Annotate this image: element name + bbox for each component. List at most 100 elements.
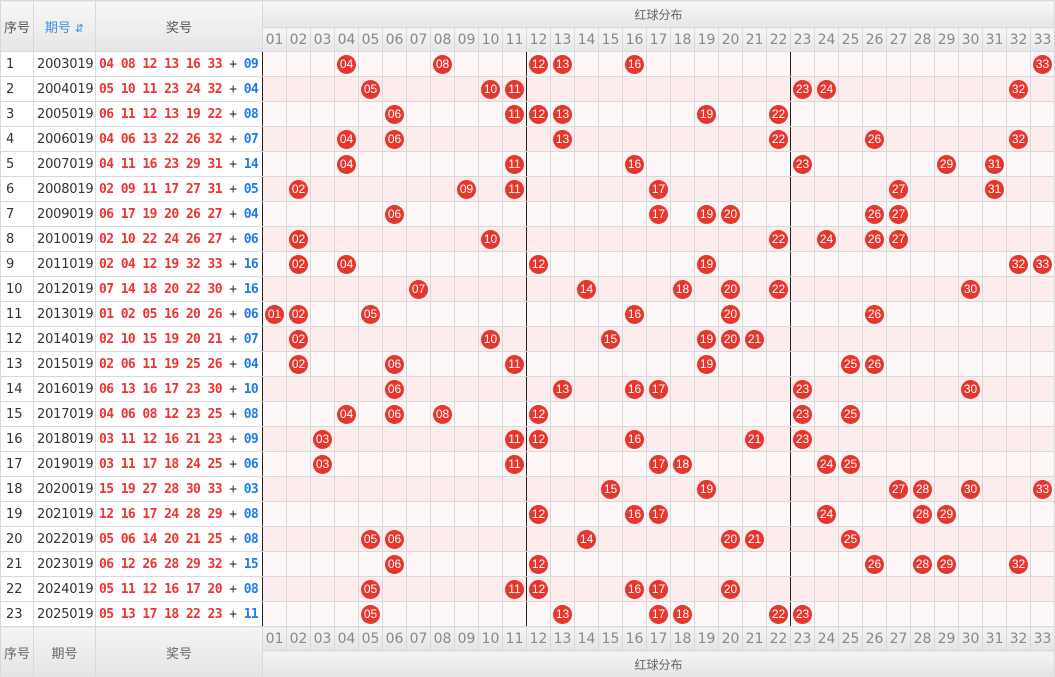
red-ball: 20 [721, 204, 740, 224]
grid-cell-03 [310, 301, 335, 327]
red-ball: 06 [385, 554, 404, 574]
grid-cell-33 [1029, 601, 1055, 627]
row-seq: 20 [0, 526, 34, 552]
grid-cell-08 [430, 276, 455, 302]
red-ball: 26 [865, 304, 884, 324]
prize-red-number: 03 [99, 456, 114, 472]
sort-icon[interactable]: ⇵ [74, 21, 85, 35]
red-ball: 31 [985, 154, 1004, 174]
footer-prize: 奖号 [95, 626, 263, 677]
row-seq: 12 [0, 326, 34, 352]
grid-cell-19 [694, 376, 719, 402]
grid-cell-13 [550, 201, 575, 227]
grid-cell-22 [766, 76, 791, 102]
grid-cell-23 [790, 551, 815, 577]
grid-cell-19: 19 [694, 251, 719, 277]
grid-cell-03 [310, 101, 335, 127]
red-ball: 28 [913, 479, 932, 499]
grid-cell-15 [598, 426, 623, 452]
plus-sign: + [229, 481, 237, 497]
grid-cell-26 [862, 326, 887, 352]
prize-red-number: 30 [207, 381, 223, 397]
row-prize-numbers: 04 08 12 13 16 33 + 09 [95, 51, 263, 77]
grid-cell-30: 30 [958, 376, 983, 402]
plus-sign: + [229, 56, 237, 72]
grid-cell-29 [934, 126, 959, 152]
grid-cell-09 [454, 251, 479, 277]
grid-cell-14 [574, 576, 599, 602]
grid-cell-18 [670, 76, 695, 102]
footer-column-03: 03 [310, 626, 335, 651]
prize-red-number: 05 [99, 81, 114, 97]
grid-cell-08 [430, 251, 455, 277]
grid-cell-24: 24 [814, 76, 839, 102]
prize-red-number: 19 [185, 106, 201, 122]
grid-cell-04 [334, 476, 359, 502]
red-ball: 16 [625, 504, 644, 524]
grid-cell-12 [526, 601, 551, 627]
prize-red-number: 30 [185, 481, 201, 497]
prize-blue-number: 11 [243, 606, 259, 622]
grid-cell-01 [262, 426, 287, 452]
grid-cell-12: 12 [526, 576, 551, 602]
grid-cell-16 [622, 326, 647, 352]
grid-cell-27 [886, 76, 911, 102]
red-ball: 19 [697, 354, 716, 374]
grid-cell-19 [694, 526, 719, 552]
grid-cell-01 [262, 501, 287, 527]
red-ball: 06 [385, 129, 404, 149]
grid-cell-14 [574, 351, 599, 377]
grid-cell-07 [406, 426, 431, 452]
grid-cell-17 [646, 126, 671, 152]
grid-cell-10 [478, 126, 503, 152]
header-issue-sortable[interactable]: 期号 ⇵ [33, 0, 96, 52]
red-ball: 11 [505, 104, 524, 124]
grid-cell-18 [670, 176, 695, 202]
grid-cell-02: 02 [286, 176, 311, 202]
grid-cell-16: 16 [622, 51, 647, 77]
grid-cell-11 [502, 376, 527, 402]
red-ball: 12 [529, 404, 548, 424]
row-issue: 2023019 [33, 551, 96, 577]
red-ball: 22 [769, 604, 788, 624]
grid-cell-14 [574, 51, 599, 77]
grid-cell-06 [382, 251, 407, 277]
grid-cell-01 [262, 601, 287, 627]
red-ball: 13 [553, 129, 572, 149]
grid-cell-15 [598, 126, 623, 152]
prize-red-number: 05 [142, 306, 157, 322]
draw-row: 21 2023019 06 12 26 28 29 32 + 15 06 12 26 28 2… [0, 551, 1055, 577]
prize-red-number: 17 [120, 206, 136, 222]
grid-cell-23: 23 [790, 76, 815, 102]
grid-cell-28 [910, 601, 935, 627]
column-header-09: 09 [454, 27, 479, 52]
red-ball: 32 [1009, 79, 1028, 99]
grid-cell-19 [694, 401, 719, 427]
grid-cell-32: 32 [1006, 551, 1031, 577]
prize-blue-number: 16 [243, 281, 259, 297]
red-ball: 02 [289, 254, 308, 274]
prize-red-number: 13 [164, 106, 179, 122]
prize-red-number: 23 [185, 406, 201, 422]
grid-cell-09 [454, 276, 479, 302]
prize-red-number: 05 [99, 606, 114, 622]
plus-sign: + [229, 156, 237, 172]
grid-cell-27 [886, 351, 911, 377]
grid-cell-18 [670, 151, 695, 177]
red-ball: 11 [505, 579, 524, 599]
grid-cell-09 [454, 351, 479, 377]
prize-red-number: 21 [207, 331, 223, 347]
grid-cell-03 [310, 251, 335, 277]
grid-cell-18 [670, 101, 695, 127]
red-ball: 11 [505, 79, 524, 99]
prize-red-number: 16 [142, 381, 157, 397]
grid-cell-05 [358, 401, 383, 427]
red-ball: 05 [361, 579, 380, 599]
red-ball: 14 [577, 529, 596, 549]
grid-cell-28 [910, 101, 935, 127]
grid-cell-22: 22 [766, 101, 791, 127]
grid-cell-14 [574, 426, 599, 452]
red-ball: 04 [337, 129, 356, 149]
grid-cell-19 [694, 151, 719, 177]
